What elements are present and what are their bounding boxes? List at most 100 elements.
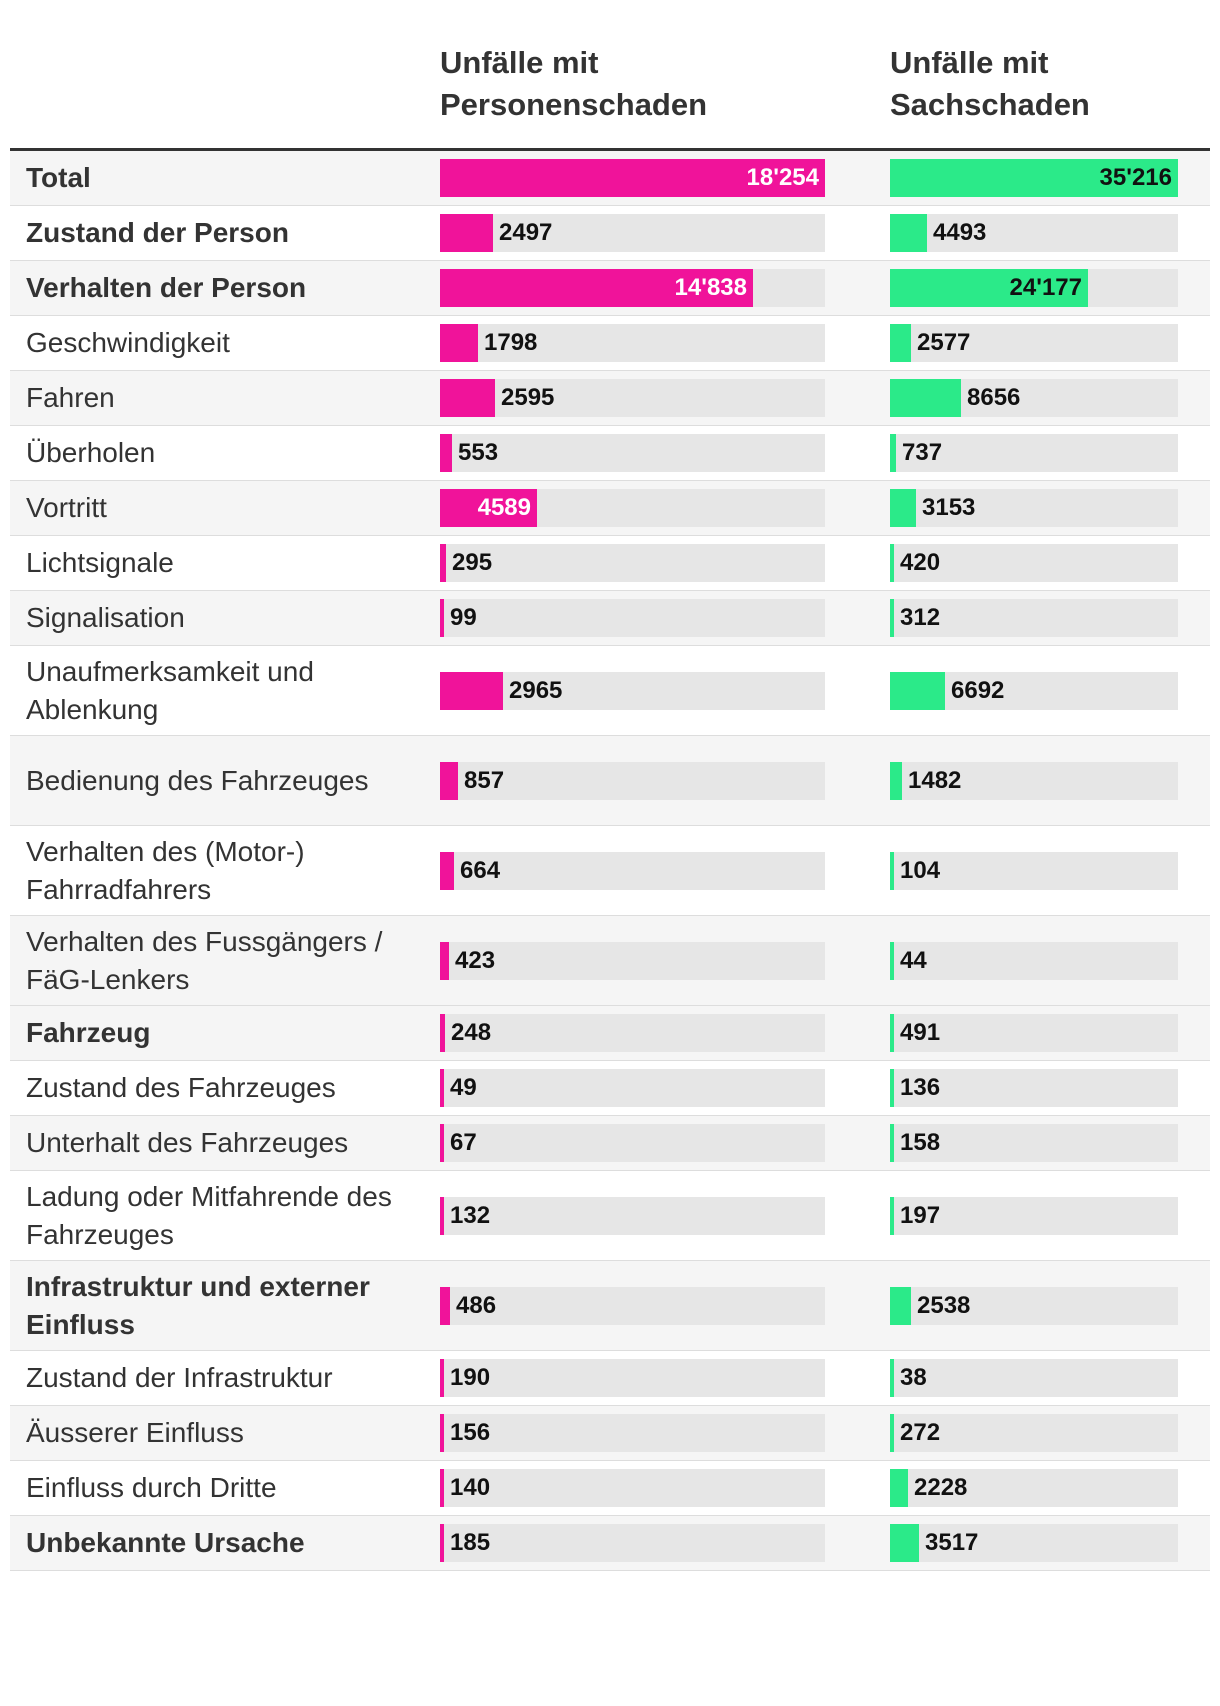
- table-row: Verhalten des (Motor-) Fahrradfahrers 664…: [10, 826, 1210, 916]
- bar-personenschaden: [440, 1524, 444, 1562]
- value-label-personenschaden: 295: [452, 549, 493, 576]
- value-label-personenschaden: 132: [450, 1201, 491, 1229]
- value-label-personenschaden: 4589: [477, 494, 531, 521]
- value-label-sachschaden: 4493: [933, 219, 987, 246]
- table-row: Fahren 2595 8656: [10, 371, 1210, 426]
- table-row: Einfluss durch Dritte 140 2228: [10, 1461, 1210, 1516]
- value-label-sachschaden: 158: [900, 1129, 941, 1156]
- value-label-personenschaden: 49: [450, 1074, 477, 1101]
- value-label-sachschaden: 136: [900, 1074, 941, 1101]
- bar-track-sachschaden: 24'177: [890, 269, 1178, 307]
- row-label: Zustand des Fahrzeuges: [26, 1072, 336, 1103]
- bar-track-sachschaden: 104: [890, 851, 1178, 890]
- bar-track-personenschaden: 2497: [440, 214, 825, 252]
- row-label: Fahren: [26, 382, 115, 413]
- bar-track-sachschaden: 8656: [890, 379, 1178, 417]
- row-label: Geschwindigkeit: [26, 327, 230, 358]
- bar-sachschaden: [890, 1359, 894, 1397]
- value-label-personenschaden: 14'838: [674, 274, 747, 301]
- column-header-personenschaden: Unfälle mit Personenschaden: [440, 45, 708, 122]
- bar-sachschaden: [890, 544, 894, 582]
- bar-personenschaden: [440, 671, 503, 710]
- bar-track-sachschaden: 420: [890, 544, 1178, 582]
- bar-personenschaden: [440, 214, 493, 252]
- value-label-sachschaden: 1482: [908, 766, 962, 794]
- row-label: Verhalten der Person: [26, 272, 307, 303]
- value-label-personenschaden: 2497: [499, 219, 553, 246]
- table-row: Fahrzeug 248 491: [10, 1006, 1210, 1061]
- row-label: Lichtsignale: [26, 547, 174, 578]
- bar-track-personenschaden: 2965: [440, 671, 825, 710]
- bar-track-sachschaden: 1482: [890, 761, 1178, 800]
- row-label: Verhalten des (Motor-) Fahrradfahrers: [26, 835, 305, 905]
- bar-sachschaden: [890, 761, 902, 800]
- row-label: Unaufmerksamkeit und Ablenkung: [26, 655, 314, 725]
- row-label: Zustand der Infrastruktur: [26, 1362, 333, 1393]
- bar-personenschaden: [440, 269, 753, 307]
- bar-track-personenschaden: 423: [440, 941, 825, 980]
- value-label-personenschaden: 857: [464, 766, 505, 794]
- bar-personenschaden: [440, 761, 458, 800]
- table-row: Vortritt 4589 3153: [10, 481, 1210, 536]
- value-label-personenschaden: 1798: [484, 329, 538, 356]
- bar-sachschaden: [890, 1196, 894, 1235]
- table-row: Bedienung des Fahrzeuges 857 1482: [10, 736, 1210, 826]
- bar-track-personenschaden: 248: [440, 1014, 825, 1052]
- accident-causes-table: Unfälle mit Personenschaden Unfälle mit …: [10, 0, 1210, 1571]
- bar-track-sachschaden: 2538: [890, 1286, 1178, 1325]
- bar-track-sachschaden: 2228: [890, 1469, 1178, 1507]
- bar-sachschaden: [890, 1469, 908, 1507]
- value-label-sachschaden: 2577: [917, 329, 971, 356]
- bar-sachschaden: [890, 324, 911, 362]
- bar-track-sachschaden: 44: [890, 941, 1178, 980]
- value-label-personenschaden: 185: [450, 1529, 491, 1556]
- bar-track-personenschaden: 553: [440, 434, 825, 472]
- bar-sachschaden: [890, 269, 1088, 307]
- bar-personenschaden: [440, 1286, 450, 1325]
- value-label-sachschaden: 272: [900, 1419, 941, 1446]
- value-label-sachschaden: 2228: [914, 1474, 968, 1501]
- bar-sachschaden: [890, 851, 894, 890]
- bar-sachschaden: [890, 1286, 911, 1325]
- bar-track-sachschaden: 737: [890, 434, 1178, 472]
- bar-personenschaden: [440, 379, 495, 417]
- bar-sachschaden: [890, 159, 1178, 197]
- bar-track-sachschaden: 38: [890, 1359, 1178, 1397]
- table-row: Verhalten des Fussgängers / FäG-Lenkers 4…: [10, 916, 1210, 1006]
- bar-track-personenschaden: 14'838: [440, 269, 825, 307]
- bar-track-sachschaden: 312: [890, 599, 1178, 637]
- bar-track-sachschaden: 2577: [890, 324, 1178, 362]
- value-label-personenschaden: 67: [450, 1129, 477, 1156]
- value-label-personenschaden: 486: [456, 1291, 497, 1319]
- value-label-sachschaden: 6692: [951, 676, 1005, 704]
- row-label: Fahrzeug: [26, 1017, 151, 1048]
- bar-track-personenschaden: 1798: [440, 324, 825, 362]
- value-label-sachschaden: 104: [900, 856, 941, 884]
- bar-sachschaden: [890, 214, 927, 252]
- row-label: Signalisation: [26, 602, 185, 633]
- bar-track-personenschaden: 18'254: [440, 159, 825, 197]
- table-body: Total 18'254 35'216 Zustand der Person 2497 4…: [10, 151, 1210, 1571]
- row-label: Bedienung des Fahrzeuges: [26, 764, 369, 796]
- value-label-sachschaden: 491: [900, 1019, 941, 1046]
- bar-personenschaden: [440, 1014, 445, 1052]
- value-label-personenschaden: 156: [450, 1419, 491, 1446]
- table-row: Unbekannte Ursache 185 3517: [10, 1516, 1210, 1571]
- value-label-personenschaden: 99: [450, 604, 477, 631]
- bar-personenschaden: [440, 1196, 444, 1235]
- bar-track-sachschaden: 35'216: [890, 159, 1178, 197]
- value-label-sachschaden: 8656: [967, 384, 1021, 411]
- bar-track-sachschaden: 3517: [890, 1524, 1178, 1562]
- row-label: Unbekannte Ursache: [26, 1527, 305, 1558]
- bar-track-personenschaden: 2595: [440, 379, 825, 417]
- bar-track-personenschaden: 99: [440, 599, 825, 637]
- bar-track-sachschaden: 4493: [890, 214, 1178, 252]
- table-row: Lichtsignale 295 420: [10, 536, 1210, 591]
- bar-sachschaden: [890, 1069, 894, 1107]
- table-row: Ladung oder Mitfahrende des Fahrzeuges 13…: [10, 1171, 1210, 1261]
- value-label-sachschaden: 197: [900, 1201, 941, 1229]
- bar-personenschaden: [440, 851, 454, 890]
- value-label-personenschaden: 553: [458, 439, 499, 466]
- value-label-sachschaden: 420: [900, 549, 941, 576]
- row-label: Äusserer Einfluss: [26, 1417, 244, 1448]
